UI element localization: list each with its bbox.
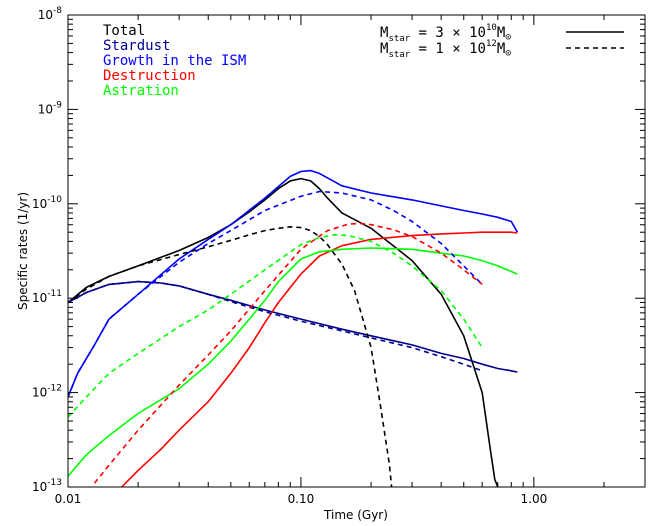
- x-tick-label: 1.00: [521, 492, 548, 506]
- y-tick-label: 10-12: [32, 384, 62, 400]
- style-legend-entry: Mstar = 3 × 1010M⊙: [380, 23, 511, 44]
- series-line-total-solid: [68, 177, 499, 487]
- x-tick-label: 0.10: [288, 492, 315, 506]
- series-line-destruction-solid: [121, 231, 518, 487]
- series-line-destruction-dashed: [93, 222, 483, 484]
- y-tick-label: 10-13: [32, 478, 62, 494]
- style-legend: Mstar = 3 × 1010M⊙Mstar = 1 × 1012M⊙: [380, 23, 624, 60]
- series-line-astration-dashed: [68, 234, 483, 418]
- y-axis-label: Specific rates (1/yr): [16, 192, 30, 310]
- y-tick-label: 10-8: [38, 6, 63, 22]
- y-tick-label: 10-10: [32, 195, 62, 211]
- legend-entry: Astration: [103, 83, 179, 99]
- y-tick-label: 10-9: [38, 100, 63, 116]
- series-line-growth-in-the-ism-solid: [68, 169, 519, 398]
- series-line-astration-solid: [68, 247, 518, 477]
- style-legend-entry: Mstar = 1 × 1012M⊙: [380, 39, 511, 60]
- axes-layer: 0.01 0.10 1.00 10-13 10-12 10-11 10-10 10-9 10-8: [32, 6, 646, 506]
- x-tick-label: 0.01: [55, 492, 82, 506]
- series-line-growth-in-the-ism-dashed: [68, 190, 483, 398]
- series-layer: [68, 169, 519, 487]
- series-line-total-dashed: [68, 226, 393, 487]
- plot-frame: [67, 14, 646, 488]
- legend-entry: Stardust: [103, 38, 170, 54]
- y-tick-label: 10-11: [32, 289, 62, 305]
- legend-entry: Growth in the ISM: [103, 53, 246, 69]
- legend-entry: Destruction: [103, 68, 196, 84]
- x-axis-label: Time (Gyr): [323, 508, 388, 522]
- series-line-stardust-dashed: [68, 280, 483, 372]
- legend-entry: Total: [103, 23, 145, 39]
